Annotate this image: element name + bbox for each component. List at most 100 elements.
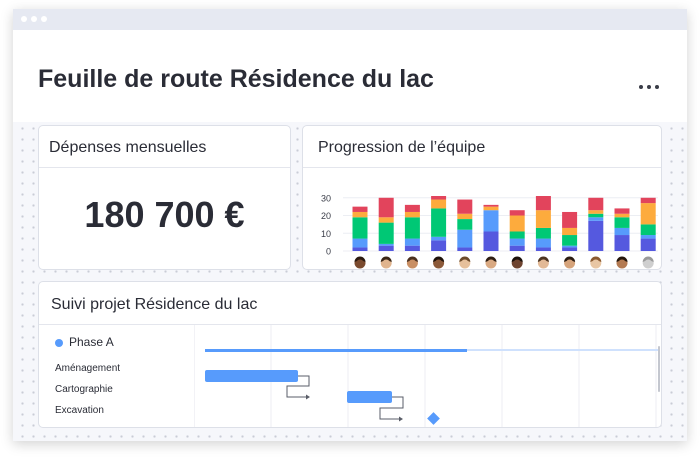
- avatar-hair-icon: [590, 256, 602, 262]
- avatar-hair-icon: [485, 256, 497, 262]
- avatar-hair-icon: [511, 256, 523, 262]
- chart-bar-segment: [535, 238, 551, 248]
- card-divider: [303, 167, 661, 168]
- phase-progress-bar: [205, 349, 467, 352]
- milestone-excavation: [427, 412, 440, 425]
- chart-y-tick-label: 10: [321, 229, 331, 239]
- chart-bar-segment: [404, 217, 420, 239]
- chart-bar-segment: [614, 213, 630, 218]
- chart-bar-segment: [378, 222, 394, 244]
- team-progress-card: Progression de l’équipe 0 10 20 30: [302, 125, 662, 270]
- chart-bar-segment: [378, 217, 394, 223]
- timeline-scrollbar[interactable]: [658, 346, 660, 392]
- chart-bar-segment: [352, 211, 368, 218]
- task-label[interactable]: Cartographie: [55, 384, 113, 395]
- chart-bar-segment: [457, 199, 473, 214]
- chart-bar-segment: [483, 204, 499, 207]
- chart-bar-segment: [352, 247, 368, 251]
- chart-bar-segment: [404, 245, 420, 251]
- chart-bar-segment: [378, 243, 394, 246]
- chart-bar-segment: [431, 208, 447, 237]
- task-label[interactable]: Excavation: [55, 405, 104, 416]
- chart-bar-segment: [483, 210, 499, 232]
- chart-bar-segment: [640, 197, 656, 204]
- chart-bar-segment: [483, 231, 499, 251]
- avatar-hair-icon: [406, 256, 418, 262]
- chart-bar-segment: [509, 238, 525, 246]
- phase-label[interactable]: Phase A: [69, 335, 114, 349]
- avatar-hair-icon: [354, 256, 366, 262]
- chart-y-tick-label: 30: [321, 193, 331, 203]
- expenses-card: Dépenses mensuelles 180 700 €: [38, 125, 291, 270]
- chart-bar-segment: [404, 204, 420, 212]
- dependency-arrow: [379, 396, 404, 420]
- app-window: Feuille de route Résidence du lac Dépens…: [13, 9, 687, 441]
- chart-bar-segment: [457, 213, 473, 220]
- chart-bar-segment: [614, 208, 630, 214]
- chart-bar-segment: [562, 247, 578, 251]
- chart-bar-segment: [378, 197, 394, 218]
- chart-bar-segment: [614, 227, 630, 236]
- chart-bar-segment: [562, 227, 578, 236]
- avatar-hair-icon: [564, 256, 576, 262]
- chart-bar-segment: [509, 245, 525, 251]
- task-bar-cartographie: [347, 391, 392, 403]
- chart-bar-segment: [640, 238, 656, 251]
- task-label[interactable]: Aménagement: [55, 363, 121, 374]
- chart-bar-segment: [562, 235, 578, 246]
- avatar-hair-icon: [380, 256, 392, 262]
- window-dot-icon[interactable]: [41, 16, 47, 22]
- chart-bar-segment: [535, 196, 551, 211]
- phase-indicator-icon: [55, 339, 63, 347]
- chart-bar-segment: [404, 238, 420, 246]
- card-divider: [39, 324, 661, 325]
- avatar-hair-icon: [433, 256, 445, 262]
- chart-bar-segment: [614, 235, 630, 251]
- chart-bar-segment: [588, 217, 604, 221]
- avatar-hair-icon: [537, 256, 549, 262]
- chart-bar-segment: [588, 197, 604, 211]
- chart-bar-segment: [352, 238, 368, 248]
- chart-bar-segment: [535, 227, 551, 239]
- chart-bar-segment: [535, 247, 551, 251]
- expenses-card-title: Dépenses mensuelles: [49, 139, 207, 156]
- chart-bar-segment: [431, 236, 447, 241]
- chart-bar-segment: [352, 206, 368, 212]
- chart-bar-segment: [588, 210, 604, 214]
- window-dot-icon[interactable]: [31, 16, 37, 22]
- chart-bar-segment: [404, 211, 420, 218]
- chart-bar-segment: [509, 210, 525, 216]
- chart-bar-segment: [457, 219, 473, 230]
- chart-bar-segment: [457, 229, 473, 248]
- expenses-value: 180 700 €: [84, 194, 245, 235]
- chart-bar-segment: [640, 224, 656, 236]
- more-options-icon[interactable]: [637, 81, 661, 95]
- chart-bar-segment: [509, 231, 525, 239]
- project-tracking-card: Suivi projet Résidence du lac Phase A Am…: [38, 281, 662, 428]
- page-header: Feuille de route Résidence du lac: [13, 30, 687, 122]
- window-titlebar: [13, 9, 687, 30]
- project-card-title: Suivi projet Résidence du lac: [51, 296, 258, 313]
- task-bar-amenagement: [205, 370, 298, 382]
- chart-bar-segment: [431, 240, 447, 251]
- chart-bar-segment: [562, 211, 578, 228]
- timeline-gridlines: [270, 325, 657, 427]
- avatar-hair-icon: [616, 256, 628, 262]
- chart-bar-segment: [509, 215, 525, 232]
- chart-bar-segment: [378, 245, 394, 251]
- chart-bar-segment: [431, 199, 447, 209]
- chart-bar-segment: [535, 210, 551, 228]
- card-divider: [39, 167, 290, 168]
- avatar-hair-icon: [459, 256, 471, 262]
- team-progress-card-title: Progression de l’équipe: [318, 139, 486, 156]
- chart-bar-segment: [562, 245, 578, 248]
- page-title: Feuille de route Résidence du lac: [38, 65, 434, 93]
- chart-bar-segment: [483, 206, 499, 211]
- avatar-hair-icon: [642, 256, 654, 262]
- chart-bar-segment: [640, 203, 656, 225]
- chart-bar-segment: [588, 220, 604, 251]
- chart-y-tick-label: 0: [326, 247, 331, 257]
- chart-bar-segment: [614, 217, 630, 228]
- chart-bar-segment: [352, 217, 368, 239]
- window-dot-icon[interactable]: [21, 16, 27, 22]
